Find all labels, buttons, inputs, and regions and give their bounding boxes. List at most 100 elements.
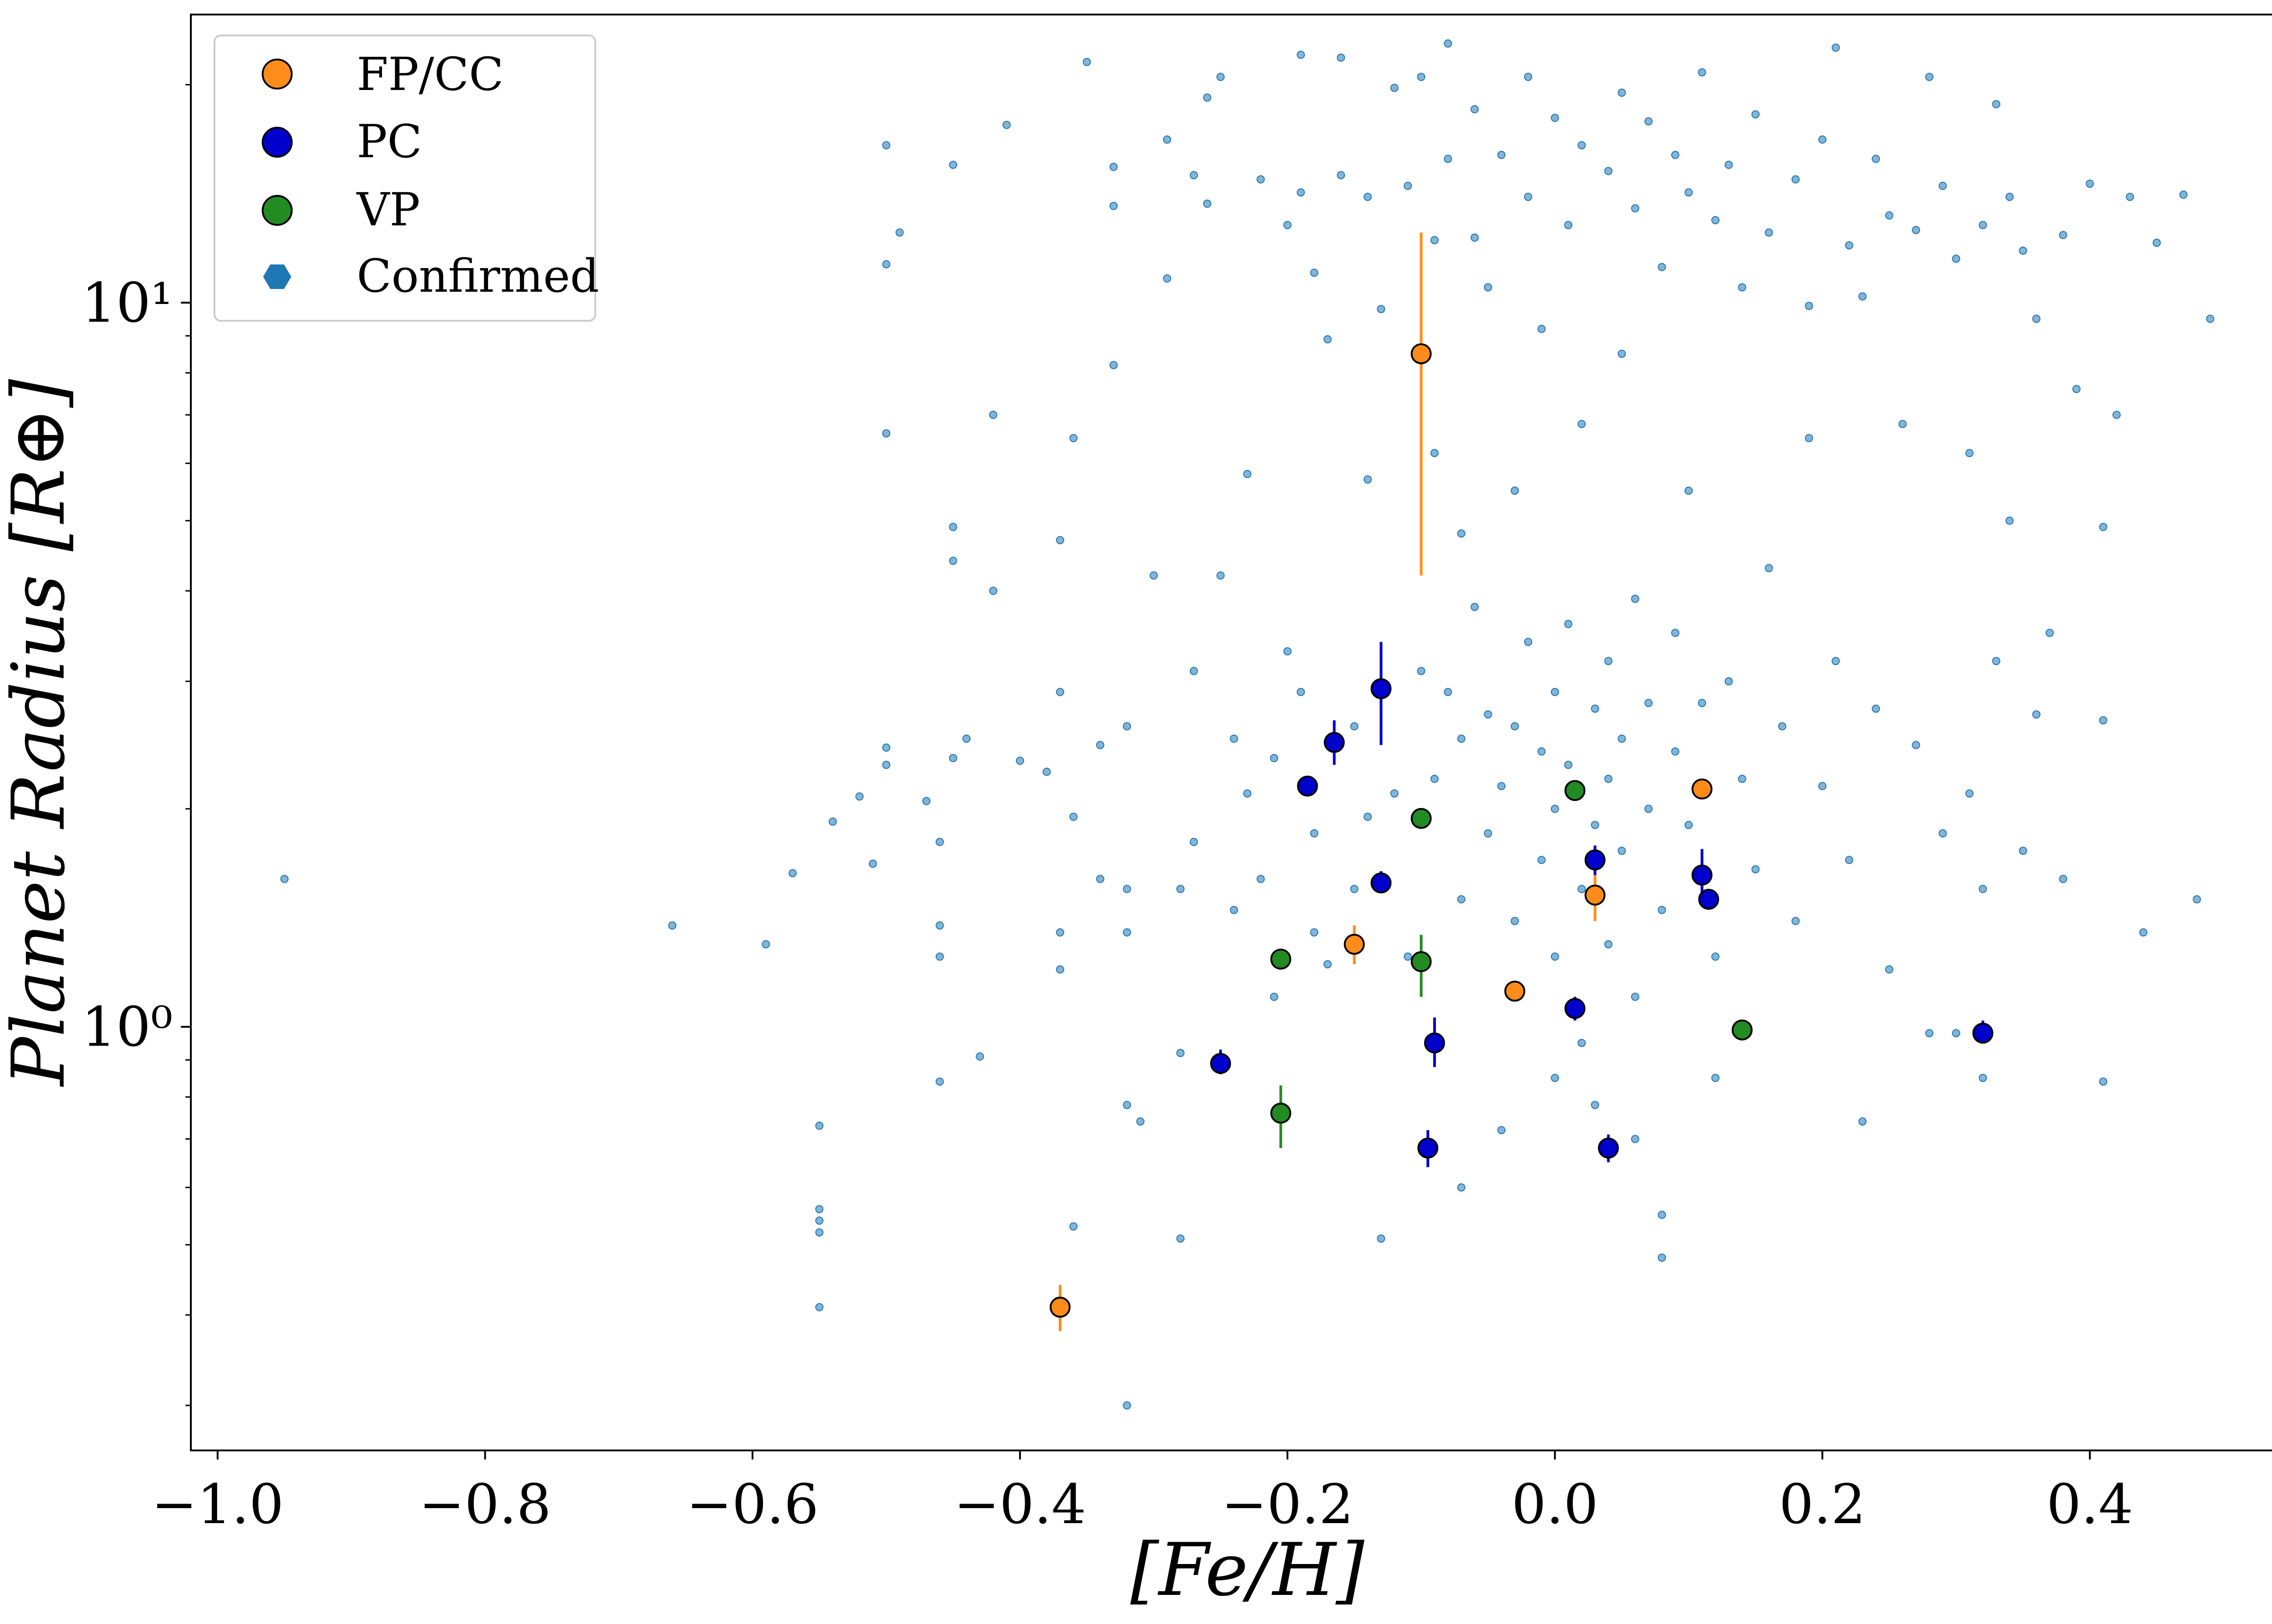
confirmed-point (1096, 875, 1105, 883)
confirmed-point (1390, 789, 1399, 798)
confirmed-point (1724, 160, 1733, 169)
confirmed-point (2179, 190, 2188, 199)
confirmed-point (1698, 699, 1706, 707)
confirmed-point (1256, 175, 1265, 184)
confirmed-point (1925, 73, 1933, 81)
confirmed-point (1992, 100, 2001, 109)
confirmed-point (1831, 657, 1840, 665)
y-tick-label: 10⁰ (81, 996, 173, 1059)
confirmed-point (1938, 829, 1947, 837)
confirmed-point (1858, 1117, 1867, 1126)
confirmed-point (882, 260, 891, 269)
confirmed-point (1296, 50, 1305, 59)
legend-marker-vp (262, 195, 293, 226)
confirmed-point (2126, 193, 2134, 201)
confirmed-point (1992, 657, 2001, 665)
confirmed-point (1872, 704, 1880, 713)
confirmed-point (1150, 571, 1158, 580)
legend-marker-pc (262, 127, 293, 158)
confirmed-point (1350, 722, 1359, 731)
confirmed-point (1176, 885, 1185, 893)
confirmed-point (1564, 221, 1573, 229)
confirmed-point (1123, 722, 1131, 731)
confirmed-point (922, 797, 931, 805)
confirmed-point (1818, 782, 1827, 790)
confirmed-point (1109, 163, 1118, 171)
confirmed-point (1858, 292, 1867, 301)
confirmed-point (1056, 536, 1064, 544)
confirmed-point (1618, 734, 1626, 743)
confirmed-point (1283, 221, 1292, 229)
confirmed-point (1711, 952, 1720, 961)
fpcc-point (1584, 884, 1606, 906)
confirmed-point (1738, 283, 1746, 292)
confirmed-point (1390, 84, 1399, 92)
confirmed-point (1644, 805, 1653, 813)
confirmed-point (1069, 1222, 1078, 1231)
candidate-points-layer (1050, 232, 1993, 1331)
confirmed-point (1484, 283, 1492, 292)
confirmed-point (1764, 228, 1773, 237)
pc-point (1598, 1137, 1619, 1159)
legend-box (214, 35, 596, 322)
confirmed-point (1644, 699, 1653, 707)
vp-point (1270, 948, 1291, 970)
confirmed-point (815, 1216, 824, 1225)
confirmed-point (815, 1303, 824, 1311)
confirmed-point (1671, 628, 1679, 637)
confirmed-point (1671, 150, 1679, 159)
confirmed-point (1256, 875, 1265, 883)
confirmed-point (1510, 722, 1519, 731)
x-tick-label: −0.4 (954, 1473, 1086, 1536)
confirmed-point (1457, 529, 1465, 538)
confirmed-point (976, 1052, 984, 1061)
confirmed-point (989, 587, 997, 595)
confirmed-point (1016, 757, 1024, 765)
confirmed-point (1216, 73, 1225, 81)
confirmed-point (1136, 1117, 1145, 1126)
confirmed-point (882, 429, 891, 438)
confirmed-point (882, 743, 891, 752)
fpcc-point (1410, 343, 1432, 364)
confirmed-point (1524, 638, 1532, 646)
confirmed-point (1711, 216, 1720, 224)
confirmed-point (1671, 747, 1679, 756)
confirmed-point (1591, 1101, 1599, 1109)
x-tick-label: 0.4 (2047, 1473, 2133, 1536)
confirmed-point (1296, 687, 1305, 696)
confirmed-point (1056, 687, 1064, 696)
confirmed-point (1123, 885, 1131, 893)
confirmed-point (2139, 928, 2147, 937)
confirmed-point (2032, 314, 2041, 323)
confirmed-point (1550, 1074, 1559, 1082)
confirmed-point (949, 557, 957, 565)
confirmed-point (1082, 58, 1091, 66)
confirmed-points-layer (280, 39, 2214, 1410)
confirmed-point (2059, 231, 2068, 239)
confirmed-point (1444, 39, 1452, 48)
confirmed-point (1618, 349, 1626, 358)
confirmed-point (1109, 202, 1118, 210)
confirmed-point (1497, 150, 1506, 159)
confirmed-point (1524, 193, 1532, 201)
confirmed-point (1751, 865, 1760, 874)
confirmed-point (2005, 193, 2014, 201)
legend-label-pc: PC (357, 115, 422, 168)
x-tick-label: −0.2 (1221, 1473, 1354, 1536)
confirmed-point (1216, 571, 1225, 580)
confirmed-point (1550, 687, 1559, 696)
confirmed-point (1176, 1049, 1185, 1057)
confirmed-point (1203, 199, 1211, 208)
confirmed-point (1591, 704, 1599, 713)
x-tick-label: 0.2 (1779, 1473, 1866, 1536)
confirmed-point (1845, 241, 1853, 249)
confirmed-point (2072, 385, 2081, 394)
confirmed-point (1337, 53, 1345, 62)
confirmed-point (1658, 1211, 1666, 1219)
confirmed-point (1484, 710, 1492, 719)
vp-point (1731, 1019, 1753, 1041)
pc-point (1417, 1137, 1439, 1159)
confirmed-point (1618, 847, 1626, 855)
confirmed-point (1243, 789, 1251, 798)
x-tick-label: −0.8 (419, 1473, 551, 1536)
